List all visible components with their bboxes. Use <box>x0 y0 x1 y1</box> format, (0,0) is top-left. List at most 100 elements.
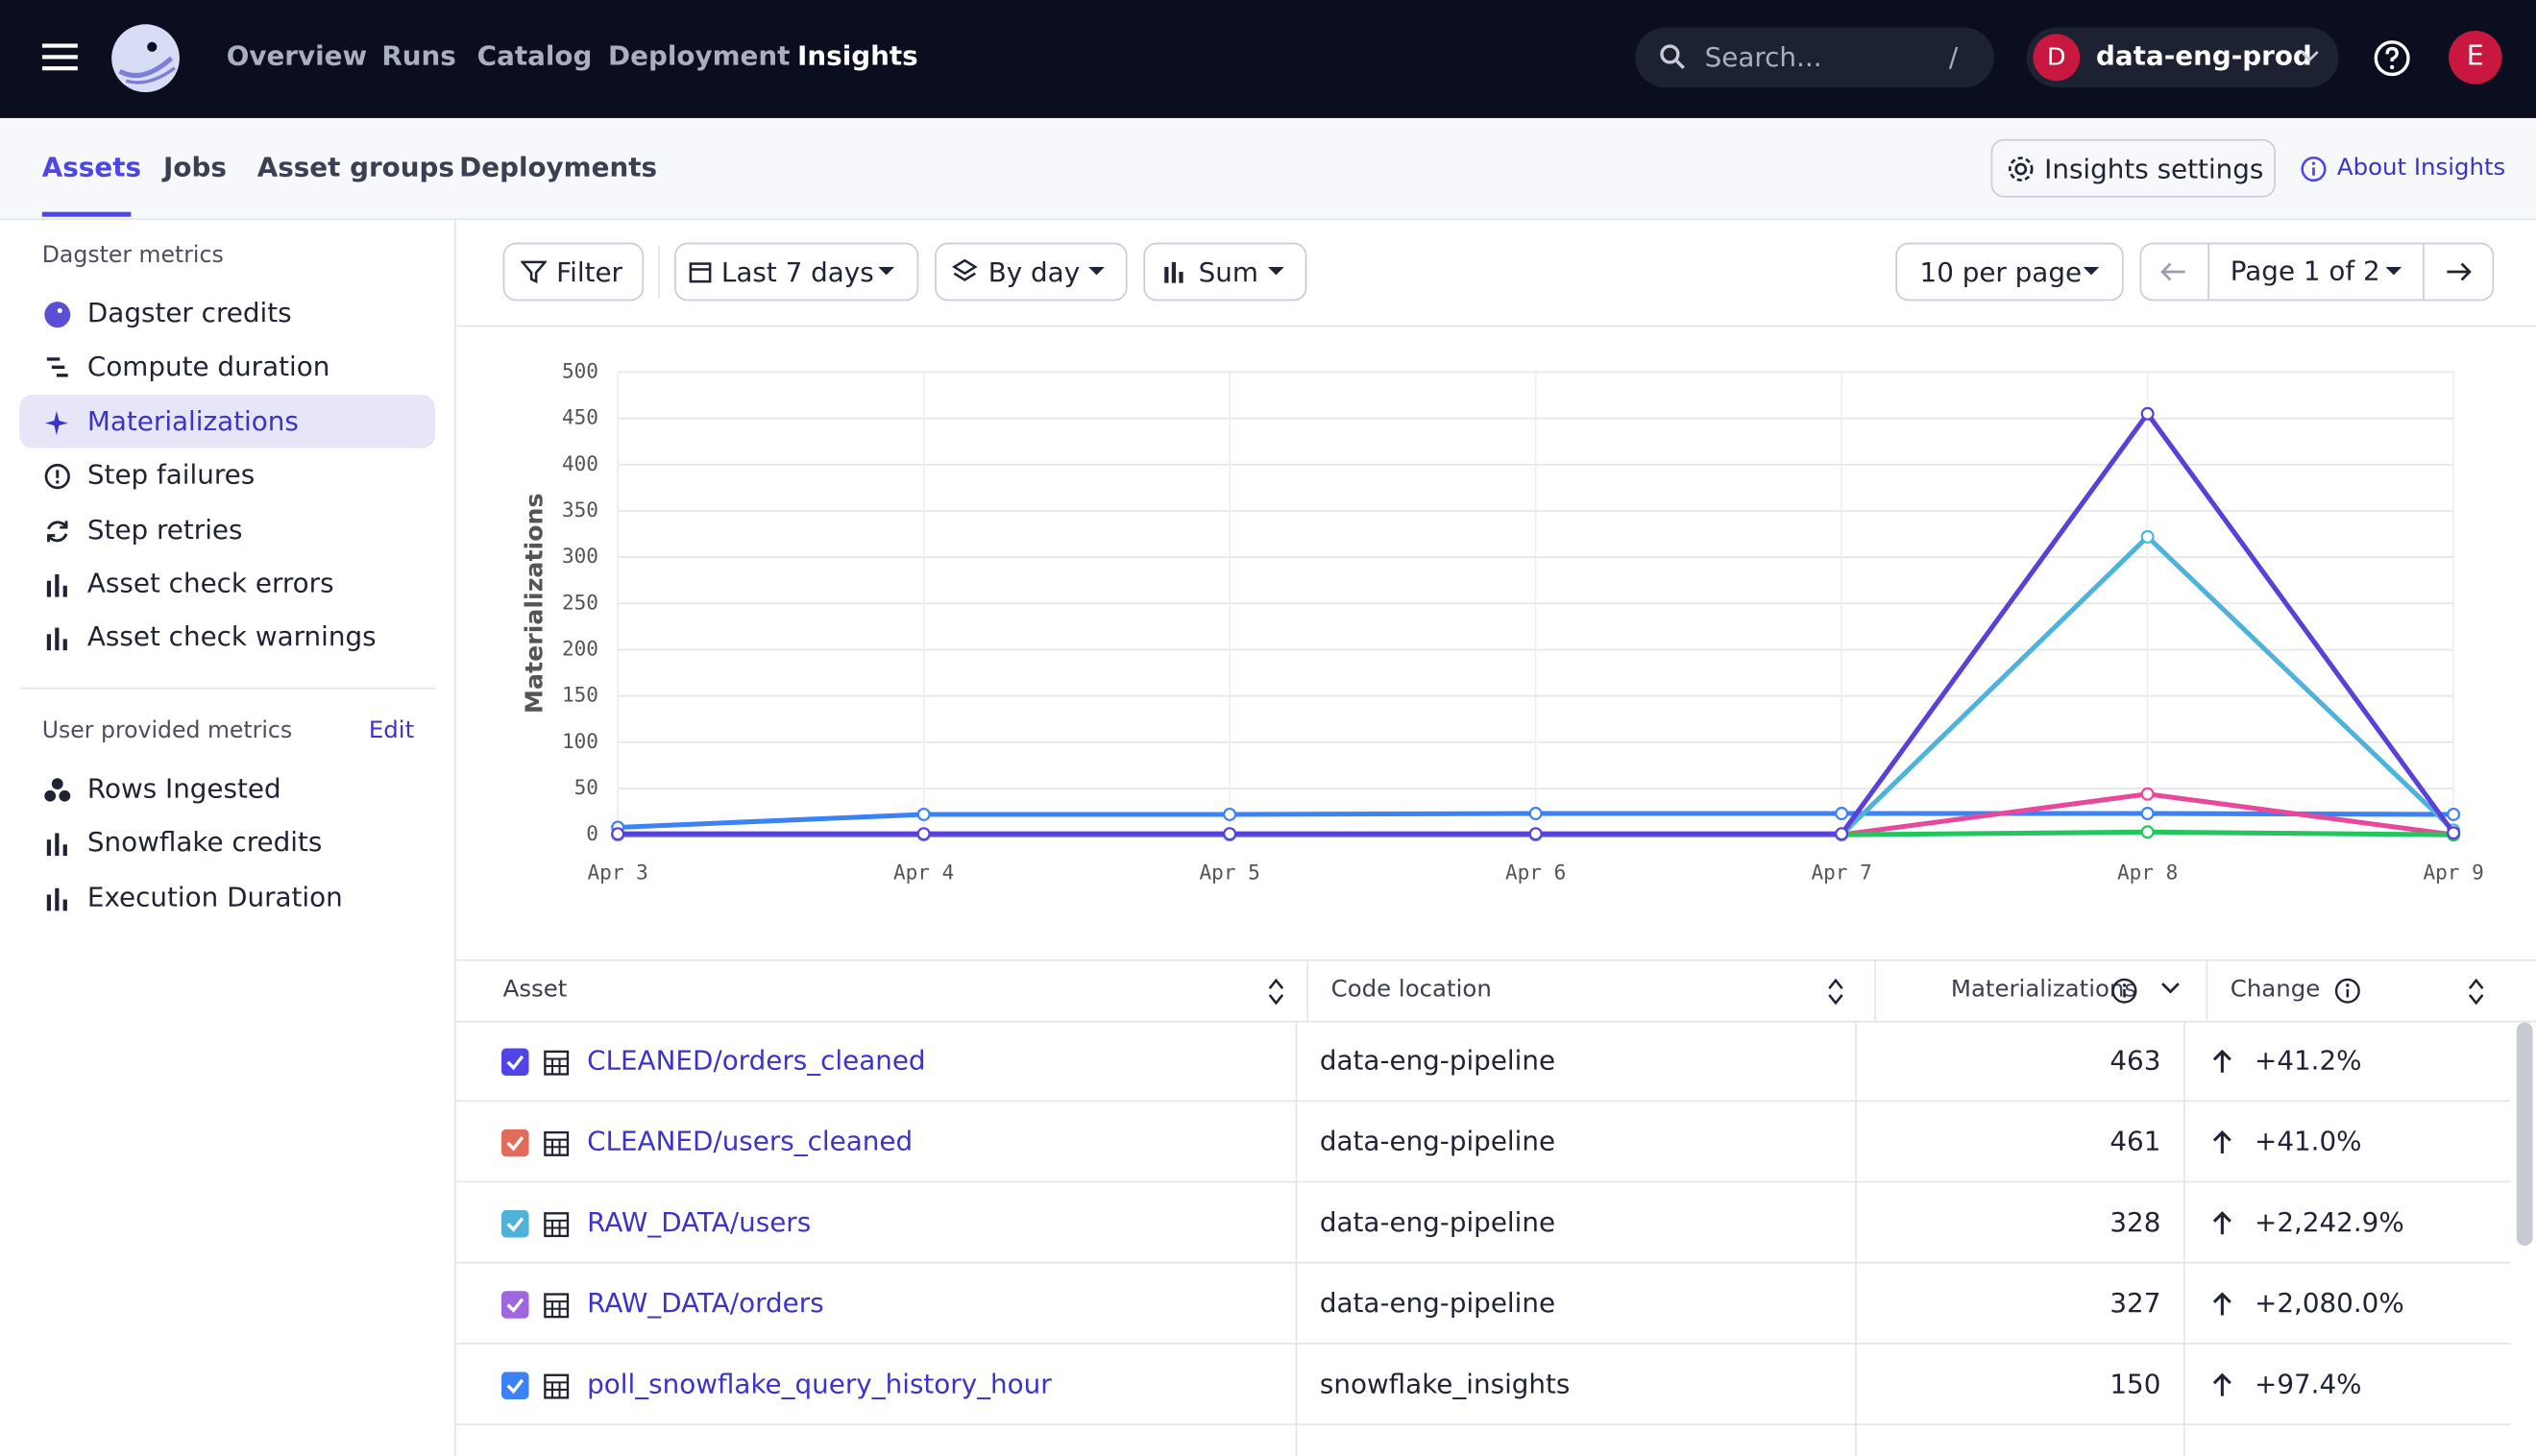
page-label[interactable]: Page 1 of 2 <box>2231 255 2380 286</box>
nav-link[interactable]: Insights <box>797 40 918 71</box>
info-icon <box>2110 977 2138 1005</box>
sidebar-item[interactable]: Snowflake credits <box>87 827 322 858</box>
point <box>2142 808 2154 819</box>
column-header[interactable]: Code location <box>1331 977 1492 1003</box>
sidebar-item[interactable]: Rows Ingested <box>87 773 281 804</box>
change: +2,242.9% <box>2255 1207 2404 1238</box>
gear-icon <box>2007 156 2035 183</box>
nav-link[interactable]: Overview <box>227 40 367 71</box>
search-placeholder: Search... <box>1705 42 1822 73</box>
chevron <box>2300 50 2319 62</box>
row-checkbox[interactable] <box>501 1371 529 1399</box>
menu-icon[interactable] <box>42 42 81 75</box>
section-title: Dagster metrics <box>42 243 224 269</box>
button-label: Last 7 days <box>721 256 874 287</box>
row-checkbox[interactable] <box>501 1129 529 1157</box>
column-header[interactable]: Change <box>2231 977 2320 1003</box>
item-icon <box>43 301 71 328</box>
row-border <box>456 1100 2510 1102</box>
change: +2,080.0% <box>2255 1288 2404 1319</box>
org-avatar: D <box>2033 34 2080 81</box>
sidebar-item[interactable]: Dagster credits <box>87 298 292 328</box>
table-border <box>456 1021 2536 1023</box>
y-tick-label: 500 <box>562 358 598 382</box>
cell-divider <box>2183 1102 2185 1182</box>
code-location: snowflake_insights <box>1320 1369 1571 1399</box>
cell-divider <box>1296 1425 1298 1456</box>
sidebar-item[interactable]: Step retries <box>87 514 243 545</box>
column-divider <box>1306 961 1308 1021</box>
tab[interactable]: Deployments <box>459 152 657 182</box>
up-arrow <box>2211 1371 2234 1397</box>
sort-icon <box>2160 982 2180 994</box>
scrollbar[interactable] <box>2517 1023 2533 1246</box>
row-checkbox[interactable] <box>501 1291 529 1319</box>
materializations: 463 <box>1876 1045 2160 1076</box>
info-icon <box>2334 977 2362 1005</box>
y-tick-label: 100 <box>562 729 598 753</box>
column-divider <box>2207 961 2208 1021</box>
asset-link[interactable]: CLEANED/orders_cleaned <box>587 1045 925 1076</box>
code-location: data-eng-pipeline <box>1320 1288 1555 1319</box>
point <box>1836 828 1847 839</box>
row-border <box>456 1343 2510 1345</box>
column-header[interactable]: Asset <box>503 977 568 1003</box>
point <box>1530 828 1542 839</box>
item-icon <box>43 571 71 599</box>
sort-icon <box>1268 979 1284 1005</box>
logo[interactable] <box>110 23 183 94</box>
tab[interactable]: Asset groups <box>257 152 454 182</box>
x-tick-label: Apr 9 <box>2423 861 2483 885</box>
next-arrow[interactable] <box>2446 262 2472 281</box>
x-tick-label: Apr 4 <box>893 861 954 885</box>
asset-link[interactable]: poll_snowflake_query_history_hour <box>587 1369 1052 1399</box>
chart: Materializations050100150200250300350400… <box>456 327 2536 959</box>
row-checkbox[interactable] <box>501 1210 529 1238</box>
point <box>918 809 930 820</box>
materializations: 328 <box>1876 1207 2160 1238</box>
edit-link[interactable]: Edit <box>369 718 414 744</box>
sidebar-item[interactable]: Step failures <box>87 460 255 491</box>
change: +97.4% <box>2255 1369 2362 1399</box>
x-tick-label: Apr 7 <box>1811 861 1871 885</box>
cell-divider <box>1855 1345 1857 1425</box>
item-icon <box>43 517 71 545</box>
cell-divider <box>2183 1264 2185 1345</box>
sidebar-item[interactable]: Asset check warnings <box>87 621 377 652</box>
info-icon <box>2300 156 2328 183</box>
tab[interactable]: Jobs <box>163 152 227 182</box>
help-icon[interactable] <box>2373 38 2411 77</box>
button-label: 10 per page <box>1920 256 2083 287</box>
about-link[interactable]: About Insights <box>2337 156 2505 182</box>
cell-divider <box>1296 1264 1298 1345</box>
cell-divider <box>2183 1182 2185 1263</box>
prev-arrow[interactable] <box>2160 262 2186 281</box>
point <box>1836 808 1847 819</box>
tab[interactable]: Assets <box>42 152 141 182</box>
y-tick-label: 200 <box>562 636 598 660</box>
cell-divider <box>1855 1425 1857 1456</box>
asset-link[interactable]: CLEANED/users_cleaned <box>587 1126 913 1156</box>
user-avatar[interactable]: E <box>2449 31 2502 85</box>
nav-link[interactable]: Catalog <box>477 40 593 71</box>
item-icon <box>43 831 71 859</box>
filter-icon <box>521 259 547 285</box>
asset-link[interactable]: RAW_DATA/users <box>587 1207 811 1238</box>
sidebar-item[interactable]: Execution Duration <box>87 882 343 912</box>
column-header[interactable]: Materializations <box>1876 977 2136 1003</box>
up-arrow <box>2211 1210 2234 1236</box>
asset-link[interactable]: RAW_DATA/orders <box>587 1288 823 1319</box>
sidebar-item[interactable]: Asset check errors <box>87 568 334 598</box>
item-icon <box>43 777 71 805</box>
sidebar-item[interactable]: Materializations <box>87 405 299 436</box>
cell-divider <box>1855 1182 1857 1263</box>
row-checkbox[interactable] <box>501 1049 529 1077</box>
point <box>1224 828 1235 839</box>
cell-divider <box>2183 1345 2185 1425</box>
nav-link[interactable]: Deployment <box>608 40 790 71</box>
nav-link[interactable]: Runs <box>381 40 456 71</box>
tab-underline <box>42 212 132 217</box>
sidebar-item[interactable]: Compute duration <box>87 352 329 382</box>
materializations: 150 <box>1876 1369 2160 1399</box>
change: +41.0% <box>2255 1126 2362 1156</box>
